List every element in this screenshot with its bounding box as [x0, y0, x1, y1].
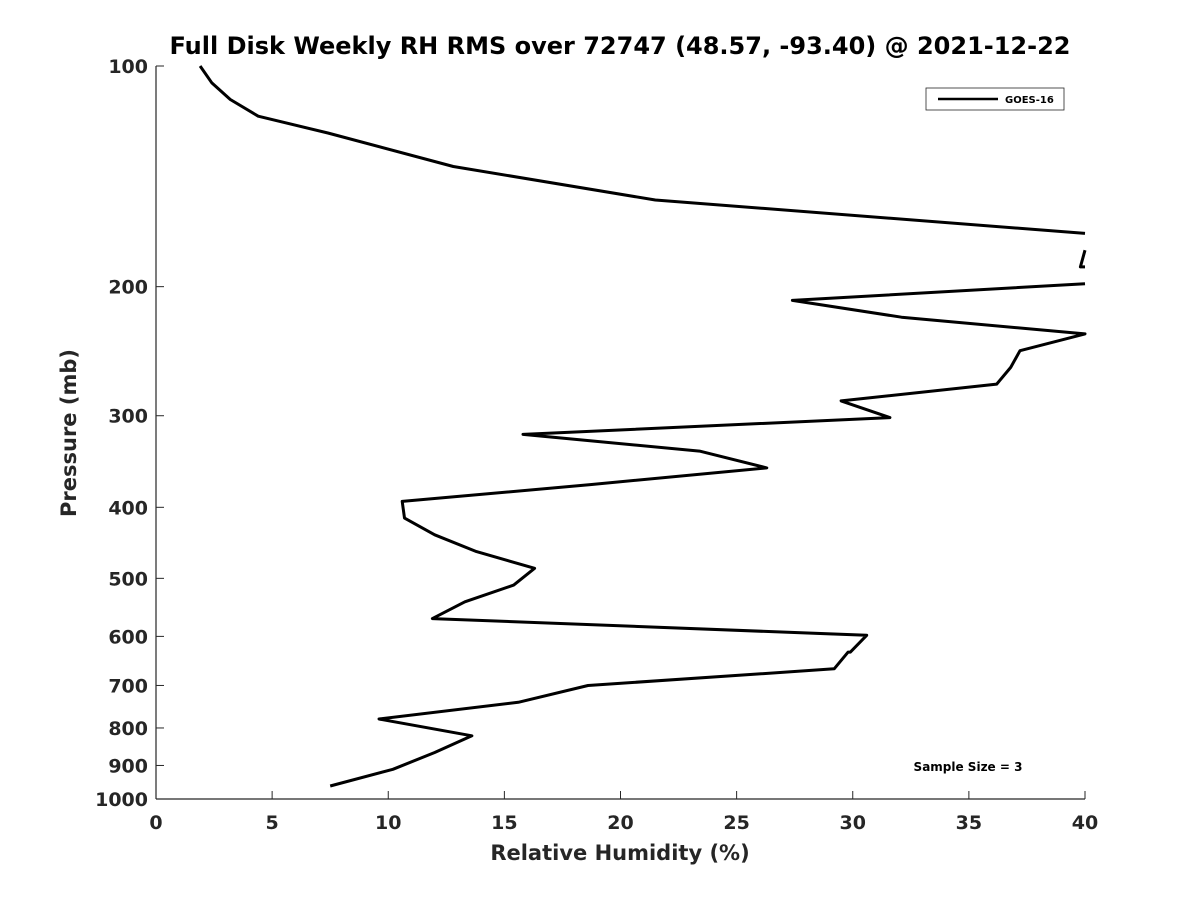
series-line-goes-16-segment	[329, 282, 1087, 788]
legend: GOES-16	[925, 87, 1065, 111]
y-axis-label: Pressure (mb)	[57, 349, 81, 517]
x-tick-label: 25	[723, 812, 749, 834]
x-axis-ticks: 0 5 10 15 20 25 30 35 40	[149, 791, 1098, 834]
y-tick-label: 500	[108, 568, 148, 590]
chart-title: Full Disk Weekly RH RMS over 72747 (48.5…	[169, 32, 1070, 60]
plot-area-frame	[156, 66, 1085, 799]
y-tick-label: 1000	[95, 789, 148, 811]
x-tick-label: 5	[266, 812, 279, 834]
x-tick-label: 35	[956, 812, 982, 834]
x-tick-label: 30	[840, 812, 866, 834]
y-tick-label: 400	[108, 497, 148, 519]
y-tick-label: 600	[108, 626, 148, 648]
series-line-goes-16-segment	[198, 65, 1086, 235]
y-tick-label: 700	[108, 675, 148, 697]
y-tick-label: 100	[108, 56, 148, 78]
y-tick-label: 900	[108, 755, 148, 777]
x-tick-label: 20	[607, 812, 633, 834]
x-tick-label: 40	[1072, 812, 1098, 834]
y-tick-label: 300	[108, 406, 148, 428]
x-tick-label: 0	[149, 812, 162, 834]
x-tick-label: 15	[491, 812, 517, 834]
x-tick-label: 10	[375, 812, 401, 834]
sample-size-annotation: Sample Size = 3	[914, 760, 1023, 774]
x-axis-label: Relative Humidity (%)	[490, 841, 749, 865]
legend-label-goes-16: GOES-16	[1005, 95, 1054, 106]
y-axis-ticks: 100 200 300 400 500 600 700 800 900 1000	[95, 56, 164, 811]
y-tick-label: 800	[108, 718, 148, 740]
series-line-goes-16-segment	[1078, 249, 1087, 269]
series-lines	[198, 65, 1087, 788]
y-tick-label: 200	[108, 277, 148, 299]
